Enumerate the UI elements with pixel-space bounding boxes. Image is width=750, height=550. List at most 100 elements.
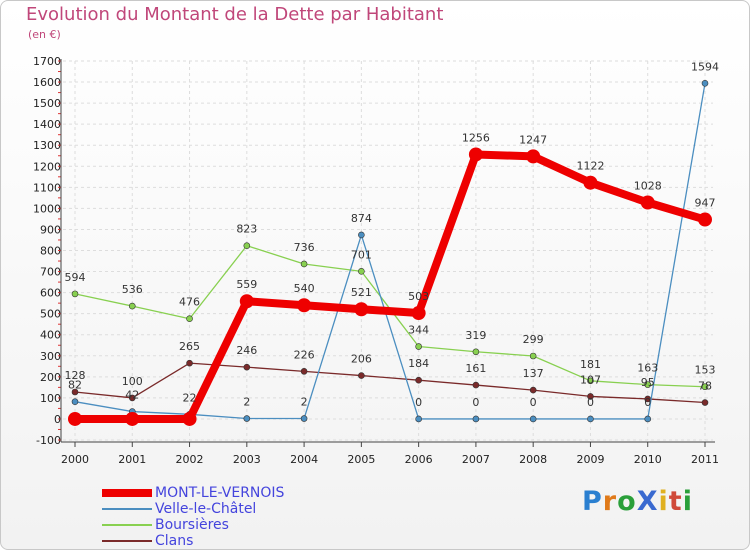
data-point (243, 415, 251, 422)
data-point (587, 415, 594, 423)
x-tick-label: 2000 (61, 453, 89, 466)
data-point (239, 294, 254, 309)
x-tick-label: 2004 (290, 453, 318, 466)
data-label: 42 (125, 389, 139, 402)
data-label: 265 (179, 340, 200, 353)
y-tick-label: 1100 (33, 181, 61, 194)
series-lines (68, 80, 712, 426)
logo-letter: t (668, 486, 683, 517)
data-labels: 128 100 265 246 226 206 184 161 137 107 95 78 594 536… (65, 60, 720, 409)
legend-swatch (102, 508, 152, 510)
chart-title: Evolution du Montant de la Dette par Hab… (26, 4, 444, 25)
data-label: 319 (465, 329, 486, 342)
data-point (701, 80, 709, 87)
data-point (472, 348, 480, 356)
logo-letter: P (582, 486, 603, 517)
data-point (468, 147, 483, 162)
data-label: 0 (587, 396, 594, 409)
data-label: 82 (68, 379, 82, 392)
data-label: 536 (122, 283, 143, 296)
data-label: 1028 (634, 179, 662, 192)
data-point (411, 306, 426, 321)
data-label: 137 (523, 367, 544, 380)
axes: -100010020030040050060070080090010001100… (33, 55, 719, 466)
data-label: 107 (580, 373, 601, 386)
data-label: 2 (243, 396, 250, 409)
y-tick-label: 1300 (33, 139, 61, 152)
data-point (243, 363, 251, 371)
data-point (583, 175, 598, 190)
data-label: 1122 (576, 160, 604, 173)
y-tick-label: 1500 (33, 97, 61, 110)
y-tick-label: 100 (40, 392, 61, 405)
legend-swatch (102, 540, 152, 542)
data-label: 184 (408, 357, 429, 370)
data-point (128, 302, 136, 310)
y-tick-label: 900 (40, 223, 61, 236)
y-tick-label: 0 (54, 413, 61, 426)
data-label: 1247 (519, 133, 547, 146)
y-tick-label: 600 (40, 287, 61, 300)
data-point (182, 411, 197, 426)
data-label: 521 (351, 286, 372, 299)
data-point (701, 399, 709, 406)
data-point (529, 386, 537, 394)
data-label: 947 (695, 197, 716, 210)
y-tick-label: 1700 (33, 55, 61, 68)
data-point (358, 372, 365, 379)
data-label: 206 (351, 353, 372, 366)
data-label: 246 (236, 344, 257, 357)
data-point (529, 415, 537, 423)
data-point (71, 388, 79, 396)
data-point (186, 359, 193, 367)
y-tick-label: 1200 (33, 160, 61, 173)
data-point (415, 415, 422, 423)
x-tick-label: 2003 (233, 453, 261, 466)
data-label: 736 (294, 241, 315, 254)
data-point (640, 195, 655, 210)
data-label: 2 (301, 396, 308, 409)
data-point (300, 415, 308, 422)
data-label: 1594 (691, 60, 719, 73)
data-point (701, 383, 709, 391)
series-line (74, 83, 706, 420)
proxiti-logo: ProXiti (582, 486, 693, 517)
legend-item-clans: Clans (102, 533, 284, 549)
y-tick-label: 300 (40, 350, 61, 363)
data-point (300, 368, 308, 375)
logo-letter: i (682, 486, 693, 517)
data-point (297, 298, 312, 313)
data-point (243, 242, 251, 249)
data-label: 874 (351, 212, 372, 225)
data-point (358, 231, 365, 239)
x-tick-label: 2007 (462, 453, 490, 466)
data-label: 559 (236, 278, 257, 291)
logo-letter: r (602, 486, 618, 517)
legend-label: Boursières (155, 517, 229, 533)
data-label: 22 (183, 391, 197, 404)
data-label: 1256 (462, 131, 490, 144)
data-label: 299 (523, 333, 544, 346)
data-point (415, 343, 422, 350)
y-tick-label: 400 (40, 329, 61, 342)
legend-item-mont-le-vernois: MONT-LE-VERNOIS (102, 485, 284, 501)
data-label: 344 (408, 324, 429, 337)
data-label: 95 (641, 376, 655, 389)
data-label: 100 (122, 375, 143, 388)
data-label: 181 (580, 358, 601, 371)
y-tick-label: 500 (40, 308, 61, 321)
y-tick-label: 700 (40, 266, 61, 279)
data-label: 128 (65, 369, 86, 382)
data-label: 78 (698, 380, 712, 393)
data-point (71, 398, 79, 405)
logo-letter: o (617, 486, 637, 517)
data-point (644, 415, 652, 423)
data-point (644, 381, 652, 388)
data-label: 153 (695, 364, 716, 377)
data-point (526, 149, 541, 164)
data-label: 161 (465, 362, 486, 375)
y-tick-label: 800 (40, 245, 61, 258)
x-tick-label: 2010 (634, 453, 662, 466)
data-point (68, 411, 82, 426)
